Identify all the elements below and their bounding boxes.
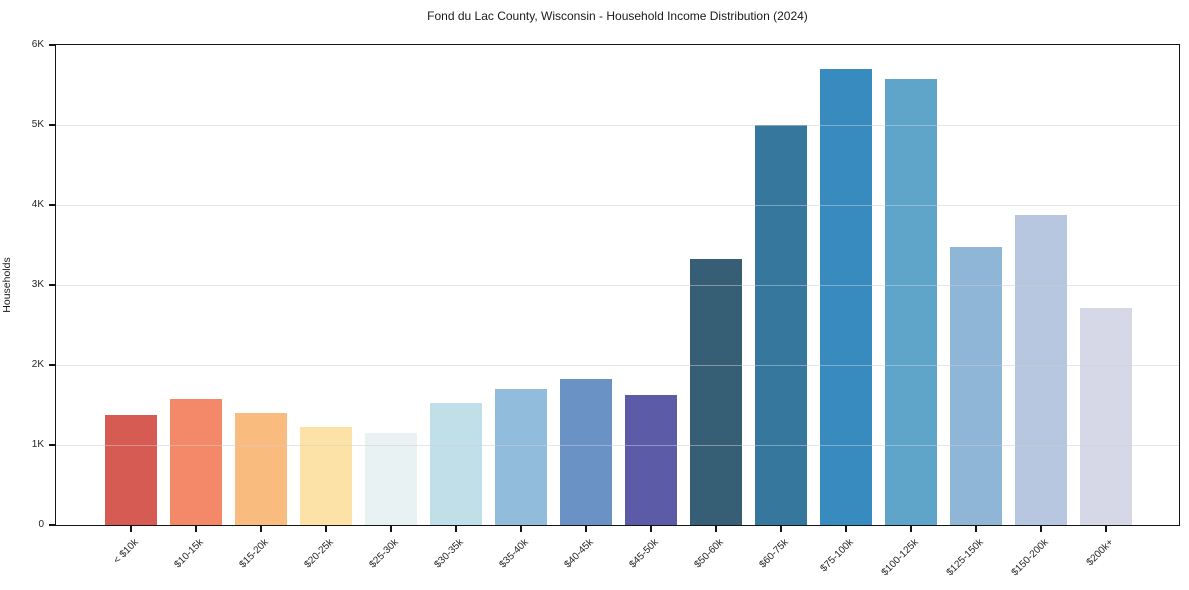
x-tick-label-< $10k: < $10k [111, 537, 141, 567]
gridline-2K [56, 365, 1179, 366]
gridline-5K [56, 125, 1179, 126]
bar-$45-50k [625, 394, 677, 525]
bar-$15-20k [235, 413, 287, 525]
x-tick-mark-$150-200k [1040, 526, 1042, 532]
gridline-1K [56, 445, 1179, 446]
x-tick-mark-$30-35k [455, 526, 457, 532]
x-tick-mark-$75-100k [845, 526, 847, 532]
bar-$35-40k [495, 389, 547, 525]
y-tick-label-3K: 3K [31, 279, 44, 290]
x-tick-mark-$45-50k [650, 526, 652, 532]
bar-$150-200k [1015, 215, 1067, 525]
bar-$30-35k [430, 403, 482, 525]
gridline-3K [56, 285, 1179, 286]
y-tick-label-6K: 6K [31, 39, 44, 50]
y-tick-mark-5K [49, 124, 55, 126]
y-tick-mark-1K [49, 444, 55, 446]
x-tick-mark-$25-30k [390, 526, 392, 532]
bar-$60-75k [755, 125, 807, 525]
y-tick-mark-0 [49, 524, 55, 526]
x-tick-mark-$40-45k [585, 526, 587, 532]
y-tick-label-5K: 5K [31, 119, 44, 130]
x-tick-mark-$50-60k [715, 526, 717, 532]
y-tick-label-0: 0 [38, 519, 44, 530]
bar-$200k+ [1080, 308, 1132, 525]
x-tick-mark-< $10k [130, 526, 132, 532]
bar-$20-25k [300, 427, 352, 525]
bar-$50-60k [690, 258, 742, 525]
bar-$10-15k [170, 398, 222, 525]
x-tick-mark-$100-125k [910, 526, 912, 532]
bar-$125-150k [950, 246, 1002, 525]
y-tick-label-2K: 2K [31, 359, 44, 370]
plot-area [55, 44, 1180, 526]
x-tick-mark-$35-40k [520, 526, 522, 532]
bar-< $10k [105, 414, 157, 525]
bar-$75-100k [820, 69, 872, 525]
bar-$25-30k [365, 433, 417, 525]
bar-$100-125k [885, 79, 937, 525]
x-tick-mark-$60-75k [780, 526, 782, 532]
y-tick-mark-3K [49, 284, 55, 286]
y-tick-label-4K: 4K [31, 199, 44, 210]
x-tick-mark-$200k+ [1105, 526, 1107, 532]
chart-title: Fond du Lac County, Wisconsin - Househol… [427, 9, 808, 23]
y-tick-mark-2K [49, 364, 55, 366]
x-tick-mark-$125-150k [975, 526, 977, 532]
x-tick-mark-$10-15k [195, 526, 197, 532]
x-tick-mark-$20-25k [325, 526, 327, 532]
y-tick-mark-6K [49, 44, 55, 46]
gridline-4K [56, 205, 1179, 206]
x-tick-mark-$15-20k [260, 526, 262, 532]
y-tick-label-1K: 1K [31, 439, 44, 450]
y-tick-mark-4K [49, 204, 55, 206]
bar-$40-45k [560, 378, 612, 525]
